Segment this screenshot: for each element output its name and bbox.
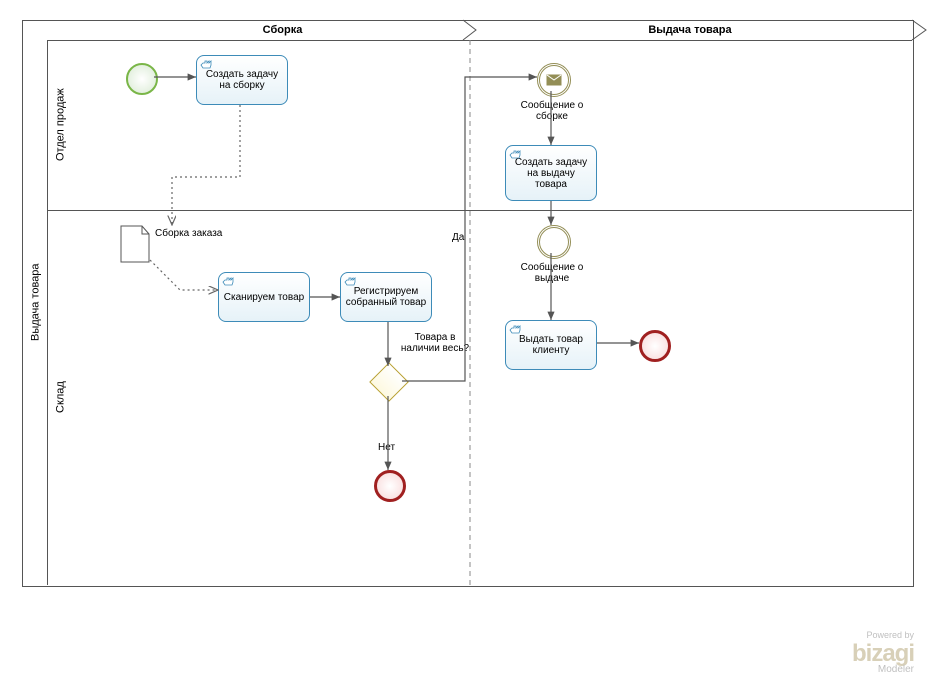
pool	[22, 20, 914, 587]
msg-event-assembly	[537, 63, 571, 97]
label-no: Нет	[378, 442, 395, 453]
task-create-assembly: Создать задачу на сборку	[196, 55, 288, 105]
end-event-no	[374, 470, 406, 502]
msg-event-assembly-label: Сообщение о сборке	[512, 100, 592, 122]
phase-delivery-header: Выдача товара	[470, 20, 910, 40]
data-order-label: Сборка заказа	[155, 228, 222, 239]
task-label: Создать задачу на выдачу товара	[510, 157, 592, 190]
task-label: Создать задачу на сборку	[201, 69, 283, 91]
envelope-icon	[546, 74, 562, 86]
watermark: Powered by bizagi Modeler	[852, 630, 914, 675]
task-scan: Сканируем товар	[218, 272, 310, 322]
manual-task-icon	[200, 59, 214, 70]
end-event-done	[639, 330, 671, 362]
msg-event-delivery	[537, 225, 571, 259]
task-deliver: Выдать товар клиенту	[505, 320, 597, 370]
task-label: Регистрируем собранный товар	[345, 286, 427, 308]
data-order	[120, 225, 150, 268]
phase-assembly-header: Сборка	[95, 20, 470, 40]
task-label: Выдать товар клиенту	[510, 334, 592, 356]
manual-task-icon	[222, 276, 236, 287]
watermark-power: Powered by	[852, 630, 914, 640]
lane-sales-title: Отдел продаж	[47, 40, 73, 210]
manual-task-icon	[509, 324, 523, 335]
manual-task-icon	[509, 149, 523, 160]
document-icon	[120, 225, 150, 263]
task-register: Регистрируем собранный товар	[340, 272, 432, 322]
manual-task-icon	[344, 276, 358, 287]
lane-warehouse-title: Склад	[47, 210, 73, 585]
msg-event-delivery-label: Сообщение о выдаче	[512, 262, 592, 284]
label-yes: Да	[452, 232, 464, 243]
task-label: Сканируем товар	[224, 292, 304, 303]
task-create-delivery: Создать задачу на выдачу товара	[505, 145, 597, 201]
lane-divider	[47, 210, 912, 211]
gateway-stock-label: Товара в наличии весь?	[400, 332, 470, 354]
pool-title: Выдача товара	[22, 20, 48, 585]
start-event	[126, 63, 158, 95]
